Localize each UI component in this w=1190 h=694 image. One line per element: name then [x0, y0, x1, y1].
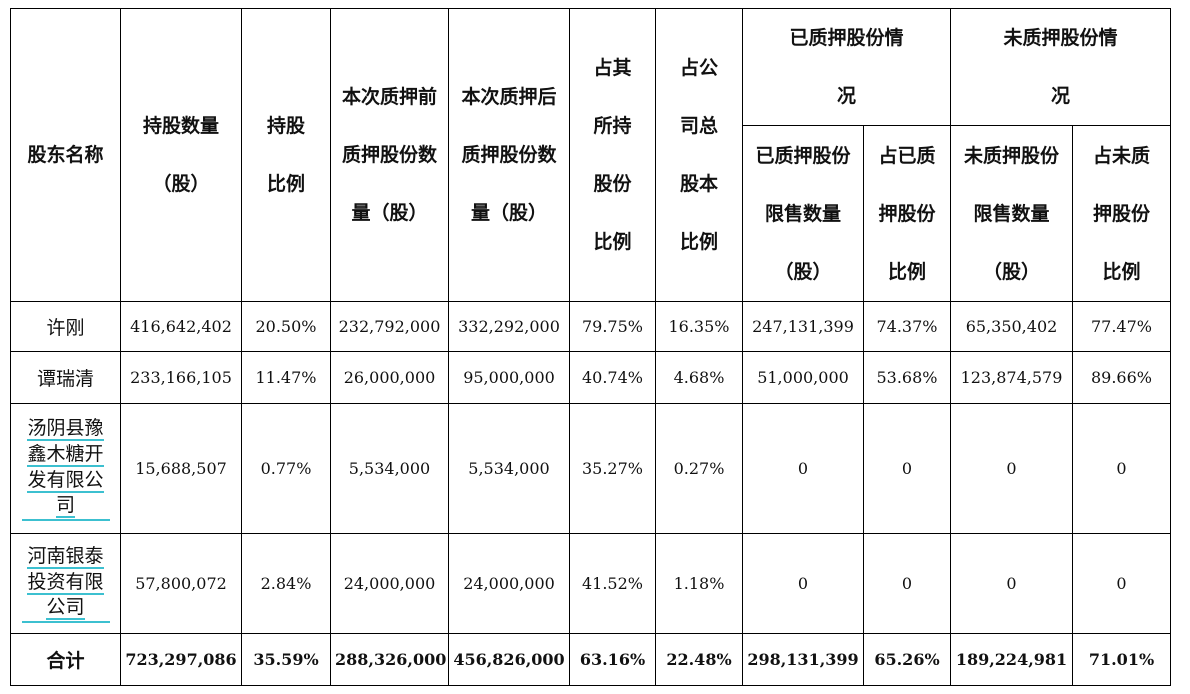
total-label: 合计: [10, 633, 121, 686]
header-unpledged-ratio: 占未质押股份比例: [1072, 125, 1171, 302]
table-row: 河南银泰投资有限公司 57,800,072 2.84% 24,000,000 2…: [10, 533, 1171, 634]
pre-pledge-quantity: 26,000,000: [330, 351, 449, 404]
unpledged-restricted-quantity: 0: [950, 403, 1073, 534]
pct-of-own-holding: 79.75%: [569, 301, 656, 352]
pre-pledge-quantity: 232,792,000: [330, 301, 449, 352]
total-unpledged-restricted-quantity: 189,224,981: [950, 633, 1073, 686]
unpledged-restricted-quantity: 65,350,402: [950, 301, 1073, 352]
header-pct-of-total-share-capital: 占公司总股本比例: [655, 8, 743, 302]
total-holding-ratio: 35.59%: [241, 633, 331, 686]
shareholder-name-link[interactable]: 汤阴县豫鑫木糖开发有限公司: [10, 403, 121, 534]
shareholder-name: 许刚: [10, 301, 121, 352]
pct-of-own-holding: 41.52%: [569, 533, 656, 634]
table-row: 汤阴县豫鑫木糖开发有限公司 15,688,507 0.77% 5,534,000…: [10, 403, 1171, 534]
total-unpledged-ratio: 71.01%: [1072, 633, 1171, 686]
holding-quantity: 57,800,072: [120, 533, 242, 634]
pledged-ratio: 53.68%: [863, 351, 951, 404]
header-post-pledge-quantity: 本次质押后质押股份数量（股）: [448, 8, 570, 302]
holding-ratio: 0.77%: [241, 403, 331, 534]
unpledged-ratio: 89.66%: [1072, 351, 1171, 404]
pledged-ratio: 0: [863, 403, 951, 534]
pct-of-total-share-capital: 16.35%: [655, 301, 743, 352]
post-pledge-quantity: 5,534,000: [448, 403, 570, 534]
post-pledge-quantity: 24,000,000: [448, 533, 570, 634]
holding-quantity: 416,642,402: [120, 301, 242, 352]
header-unpledged-restricted-quantity: 未质押股份限售数量（股）: [950, 125, 1073, 302]
pledged-ratio: 0: [863, 533, 951, 634]
holding-ratio: 20.50%: [241, 301, 331, 352]
total-post-pledge-quantity: 456,826,000: [448, 633, 570, 686]
pct-of-own-holding: 35.27%: [569, 403, 656, 534]
pct-of-total-share-capital: 4.68%: [655, 351, 743, 404]
header-pct-of-own-holding: 占其所持股份比例: [569, 8, 656, 302]
total-pre-pledge-quantity: 288,326,000: [330, 633, 449, 686]
table-row: 谭瑞清 233,166,105 11.47% 26,000,000 95,000…: [10, 351, 1171, 404]
total-pledged-restricted-quantity: 298,131,399: [742, 633, 864, 686]
unpledged-ratio: 0: [1072, 403, 1171, 534]
unpledged-restricted-quantity: 0: [950, 533, 1073, 634]
pct-of-total-share-capital: 0.27%: [655, 403, 743, 534]
pct-of-own-holding: 40.74%: [569, 351, 656, 404]
header-pledged-restricted-quantity: 已质押股份限售数量（股）: [742, 125, 864, 302]
pledged-restricted-quantity: 247,131,399: [742, 301, 864, 352]
holding-quantity: 233,166,105: [120, 351, 242, 404]
unpledged-ratio: 77.47%: [1072, 301, 1171, 352]
unpledged-restricted-quantity: 123,874,579: [950, 351, 1073, 404]
pledged-ratio: 74.37%: [863, 301, 951, 352]
total-row: 合计 723,297,086 35.59% 288,326,000 456,82…: [10, 633, 1171, 686]
total-pledged-ratio: 65.26%: [863, 633, 951, 686]
total-holding-quantity: 723,297,086: [120, 633, 242, 686]
shareholder-name: 谭瑞清: [10, 351, 121, 404]
holding-ratio: 11.47%: [241, 351, 331, 404]
holding-quantity: 15,688,507: [120, 403, 242, 534]
header-pledged-shares-group: 已质押股份情况: [742, 8, 951, 126]
share-pledge-table: 股东名称 持股数量（股） 持股比例 本次质押前质押股份数量（股） 本次质押后质押…: [10, 8, 1171, 686]
header-unpledged-shares-group: 未质押股份情况: [950, 8, 1171, 126]
pre-pledge-quantity: 5,534,000: [330, 403, 449, 534]
table-row: 许刚 416,642,402 20.50% 232,792,000 332,29…: [10, 301, 1171, 352]
header-pre-pledge-quantity: 本次质押前质押股份数量（股）: [330, 8, 449, 302]
total-pct-of-own-holding: 63.16%: [569, 633, 656, 686]
total-pct-of-total-share-capital: 22.48%: [655, 633, 743, 686]
pct-of-total-share-capital: 1.18%: [655, 533, 743, 634]
header-holding-ratio: 持股比例: [241, 8, 331, 302]
pre-pledge-quantity: 24,000,000: [330, 533, 449, 634]
pledged-restricted-quantity: 0: [742, 403, 864, 534]
holding-ratio: 2.84%: [241, 533, 331, 634]
post-pledge-quantity: 95,000,000: [448, 351, 570, 404]
header-holding-quantity: 持股数量（股）: [120, 8, 242, 302]
pledged-restricted-quantity: 51,000,000: [742, 351, 864, 404]
pledged-restricted-quantity: 0: [742, 533, 864, 634]
unpledged-ratio: 0: [1072, 533, 1171, 634]
header-pledged-ratio: 占已质押股份比例: [863, 125, 951, 302]
post-pledge-quantity: 332,292,000: [448, 301, 570, 352]
shareholder-name-link[interactable]: 河南银泰投资有限公司: [10, 533, 121, 634]
header-shareholder-name: 股东名称: [10, 8, 121, 302]
